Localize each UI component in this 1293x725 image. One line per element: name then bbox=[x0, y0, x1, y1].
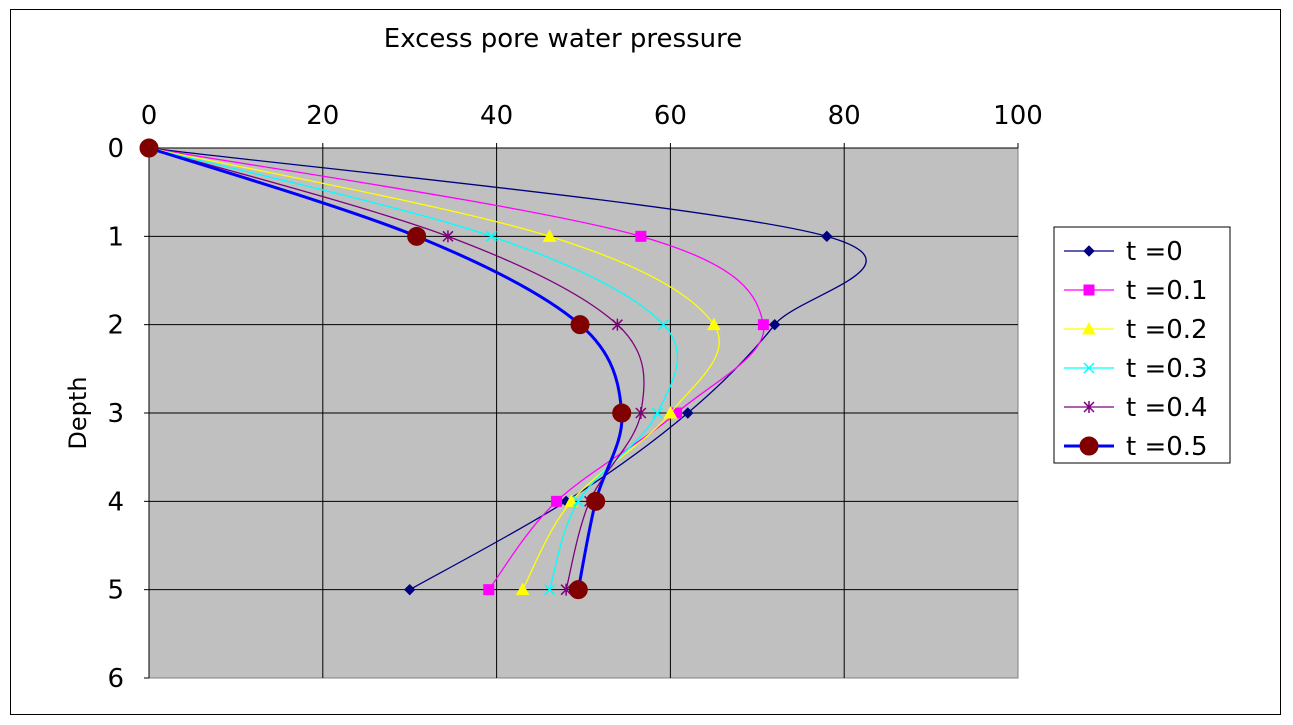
legend-item: t =0.1 bbox=[1064, 276, 1208, 306]
diamond-marker bbox=[821, 230, 833, 243]
square-marker bbox=[551, 495, 563, 507]
x-tick-label: 0 bbox=[141, 101, 158, 131]
x-marker bbox=[651, 407, 663, 419]
circle-marker bbox=[612, 403, 632, 423]
legend-label: t =0.1 bbox=[1126, 276, 1208, 306]
legend-label: t =0.2 bbox=[1126, 315, 1208, 345]
legend-box bbox=[1053, 226, 1231, 464]
y-tick-label: 0 bbox=[107, 134, 124, 164]
diamond-marker bbox=[403, 583, 416, 596]
circle-marker bbox=[570, 315, 590, 335]
diamond-marker bbox=[768, 318, 781, 331]
x-marker bbox=[485, 230, 497, 242]
star-marker bbox=[1083, 401, 1095, 413]
x-tick-label: 40 bbox=[480, 101, 513, 131]
x-marker bbox=[544, 584, 556, 596]
series-5 bbox=[139, 138, 632, 600]
legend: t =0 t =0.1 t =0.2 t =0.3 t =0.4 t =0.5 bbox=[1053, 226, 1231, 464]
triangle-marker bbox=[515, 582, 530, 596]
circle-marker bbox=[568, 580, 588, 600]
circle-marker bbox=[1079, 436, 1099, 456]
y-tick-label: 4 bbox=[107, 487, 124, 517]
y-tick-label: 3 bbox=[107, 399, 124, 429]
triangle-marker bbox=[707, 317, 721, 331]
diamond-marker bbox=[1083, 245, 1095, 257]
triangle-marker bbox=[1082, 321, 1096, 335]
square-marker bbox=[483, 584, 495, 596]
x-tick-label: 80 bbox=[828, 101, 861, 131]
square-marker bbox=[757, 319, 769, 331]
star-marker bbox=[611, 318, 623, 331]
axes: 0 20 40 60 80 100 0 1 2 3 4 5 6 bbox=[107, 101, 1042, 694]
x-tick-label: 60 bbox=[654, 101, 687, 131]
x-tick-label: 20 bbox=[306, 101, 339, 131]
triangle-marker bbox=[663, 405, 678, 419]
legend-item: t =0.3 bbox=[1064, 354, 1208, 384]
y-axis-label: Depth bbox=[64, 376, 92, 449]
legend-item: t =0.4 bbox=[1064, 393, 1208, 423]
x-marker bbox=[1083, 362, 1095, 374]
triangle-marker bbox=[564, 494, 579, 507]
chart-title: Excess pore water pressure bbox=[384, 24, 742, 54]
y-tick-label: 6 bbox=[107, 664, 124, 694]
legend-label: t =0 bbox=[1126, 237, 1183, 267]
circle-marker bbox=[586, 491, 606, 511]
legend-label: t =0.3 bbox=[1126, 354, 1208, 384]
y-tick-label: 1 bbox=[107, 222, 124, 252]
legend-label: t =0.4 bbox=[1126, 393, 1208, 423]
x-marker bbox=[657, 319, 669, 331]
x-tick-label: 100 bbox=[993, 101, 1043, 131]
x-marker bbox=[572, 495, 584, 507]
diamond-marker bbox=[682, 407, 694, 419]
legend-item: t =0.2 bbox=[1064, 315, 1208, 345]
y-tick-label: 5 bbox=[107, 576, 124, 606]
legend-label: t =0.5 bbox=[1126, 432, 1208, 462]
legend-item: t =0.5 bbox=[1064, 432, 1208, 462]
circle-marker bbox=[139, 138, 159, 158]
star-marker bbox=[442, 230, 454, 243]
star-marker bbox=[635, 407, 647, 419]
triangle-marker bbox=[542, 229, 557, 242]
circle-marker bbox=[407, 226, 427, 246]
legend-item: t =0 bbox=[1064, 237, 1183, 267]
y-tick-label: 2 bbox=[107, 311, 124, 341]
square-marker bbox=[635, 230, 647, 242]
square-marker bbox=[1083, 284, 1095, 296]
series-group bbox=[139, 138, 867, 600]
